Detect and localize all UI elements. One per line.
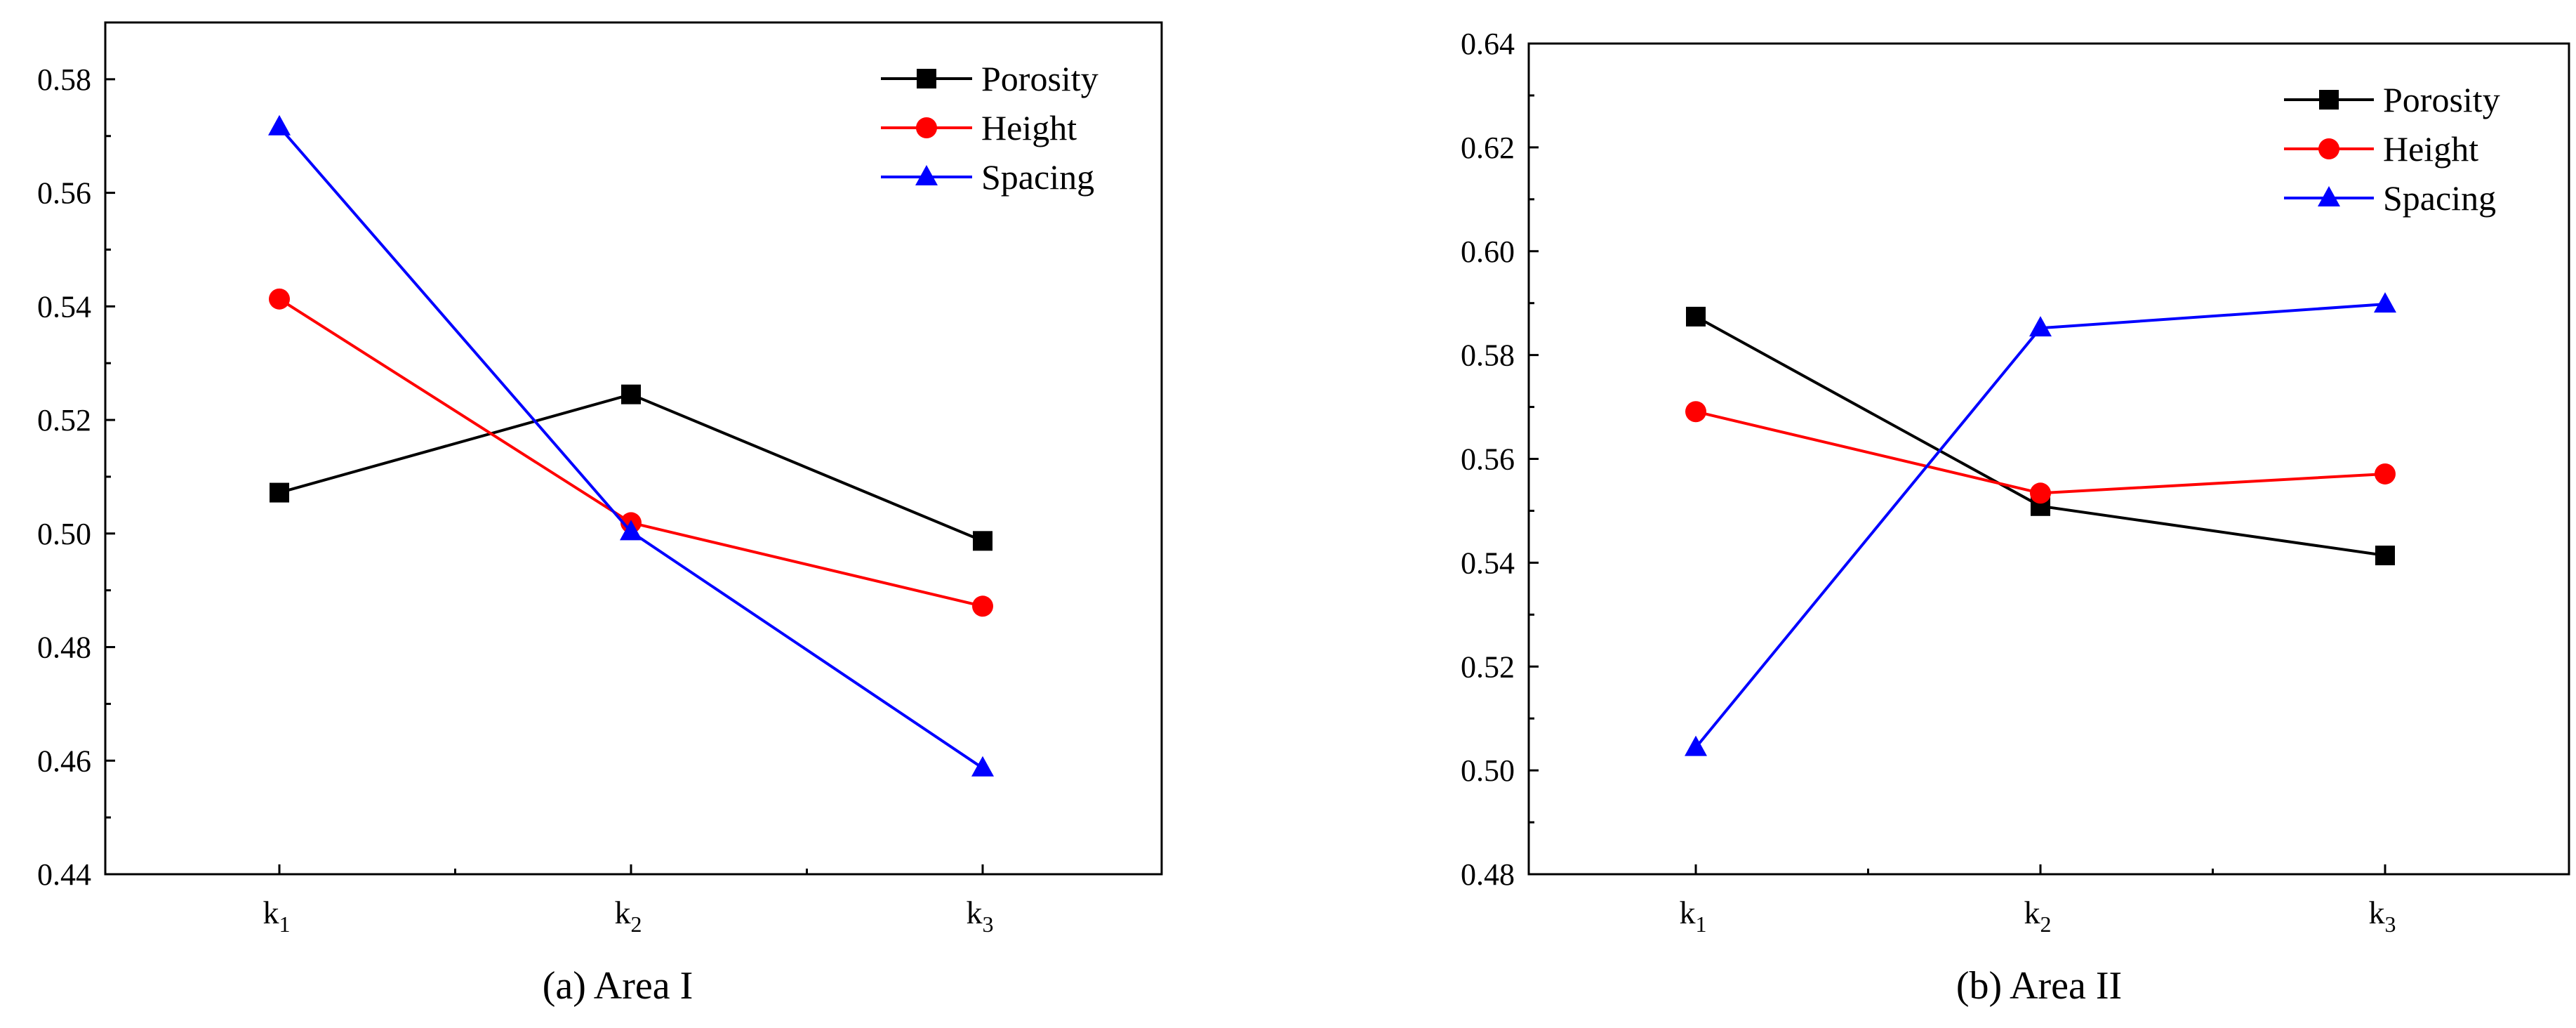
data-point-spacing [268,114,291,136]
legend-item-height: Height [2284,129,2478,169]
data-point-porosity [270,482,289,503]
legend-label: Height [981,108,1077,147]
plot-frame [104,21,1163,876]
data-point-spacing [1685,735,1707,756]
y-tick-label: 0.50 [1461,753,1515,788]
legend: Porosity Height Spacing [881,59,1098,197]
series-height [269,288,993,617]
x-tick-label-sub: 1 [1696,911,1707,937]
series-porosity [270,384,992,551]
y-tick-label: 0.52 [1461,650,1515,684]
legend-item-height: Height [881,108,1077,147]
y-tick-label: 0.52 [37,403,91,437]
x-tick-label-sub: 1 [279,911,291,937]
series-height [1685,401,2396,504]
series-line-height [1695,410,2386,495]
series-porosity [1686,306,2395,566]
y-tick-label: 0.48 [37,631,91,665]
x-tick-label-sub: 2 [2040,911,2052,937]
y-tick-label: 0.58 [1461,338,1515,373]
data-point-spacing [2374,292,2396,313]
panel-caption: (b) Area II [1956,964,2122,1008]
legend-marker [916,117,937,138]
legend-item-porosity: Porosity [881,59,1098,98]
legend-label: Spacing [2383,178,2496,218]
data-point-porosity [1686,306,1706,327]
legend: Porosity Height Spacing [2284,80,2500,218]
legend-marker [915,165,938,185]
legend-item-porosity: Porosity [2284,80,2500,119]
x-tick-label: k1 [263,895,291,937]
panel-caption: (a) Area I [543,964,693,1008]
data-point-porosity [621,384,641,404]
series-line-height [278,298,983,608]
y-tick-label: 0.54 [1461,546,1515,580]
legend-label: Spacing [981,157,1094,197]
x-tick-label: k1 [1680,895,1707,937]
data-point-porosity [2375,546,2395,566]
x-tick-label-main: k [263,895,279,930]
x-tick-label-main: k [1680,895,1696,930]
legend-marker [2318,138,2339,159]
data-point-height [972,595,993,617]
x-tick-label-sub: 3 [983,911,994,937]
series-line-spacing [278,126,984,770]
y-tick-label: 0.44 [37,857,91,892]
data-point-spacing [971,756,994,777]
legend-marker [2318,186,2340,206]
data-point-height [269,288,290,310]
series-line-spacing [1694,303,2386,749]
data-point-height [1685,401,1706,423]
data-point-height [2375,463,2396,485]
legend-marker [2319,90,2339,110]
y-tick-label: 0.56 [37,176,91,211]
x-tick-label: k2 [615,895,642,937]
y-tick-label: 0.54 [37,289,91,324]
legend-label: Height [2383,129,2478,169]
y-tick-label: 0.62 [1461,131,1515,165]
x-tick-label-main: k [2024,895,2040,930]
x-tick-label-main: k [967,895,983,930]
data-point-spacing [2029,316,2052,337]
y-tick-label: 0.56 [1461,442,1515,477]
legend-label: Porosity [2383,80,2500,119]
x-tick-label: k2 [2024,895,2052,937]
data-point-spacing [620,520,642,541]
legend-item-spacing: Spacing [2284,178,2496,218]
y-tick-label: 0.50 [37,517,91,551]
x-tick-label: k3 [967,895,994,937]
y-tick-label: 0.48 [1461,857,1515,892]
x-tick-label-main: k [2369,895,2385,930]
y-tick-label: 0.58 [37,62,91,97]
y-tick-label: 0.60 [1461,235,1515,269]
y-tick-label: 0.64 [1461,27,1515,61]
x-tick-label-sub: 3 [2385,911,2396,937]
legend-label: Porosity [981,59,1098,98]
data-point-height [2030,482,2051,504]
series-spacing [268,114,994,777]
legend-marker [917,69,936,88]
legend-item-spacing: Spacing [881,157,1094,197]
x-tick-label-main: k [615,895,631,930]
x-tick-label: k3 [2369,895,2396,937]
data-point-porosity [973,531,992,551]
x-tick-label-sub: 2 [631,911,642,937]
series-spacing [1685,292,2396,756]
y-tick-label: 0.46 [37,744,91,778]
